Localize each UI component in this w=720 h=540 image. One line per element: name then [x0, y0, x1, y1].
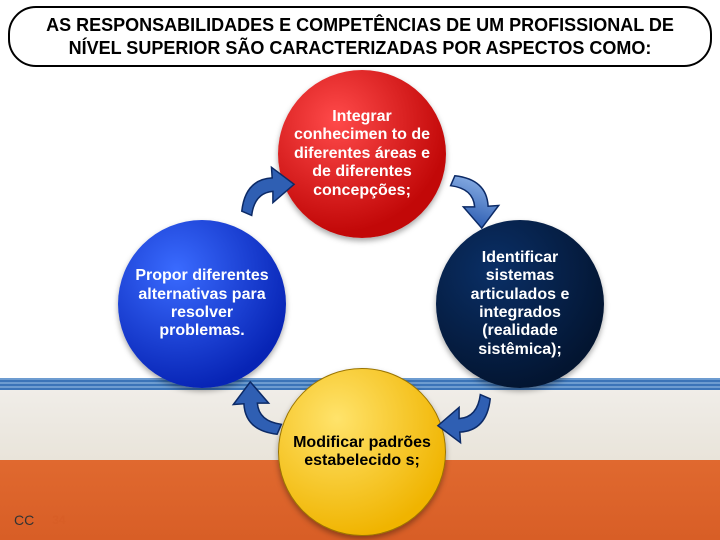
- circle-top-text: Integrar conhecimen to de diferentes áre…: [288, 108, 436, 200]
- footer-page: 34: [52, 513, 65, 527]
- arrow-bottom-left: [228, 378, 298, 448]
- circle-left-text: Propor diferentes alternativas para reso…: [128, 267, 276, 341]
- circle-right: Identificar sistemas articulados e integ…: [436, 220, 604, 388]
- arrow-left-top: [228, 162, 298, 232]
- circle-bottom-text: Modificar padrões estabelecido s;: [289, 434, 435, 471]
- footer-cc: CC: [14, 512, 34, 528]
- footer: CC 34: [14, 512, 66, 528]
- circle-right-text: Identificar sistemas articulados e integ…: [446, 249, 594, 359]
- arrow-right-bottom: [434, 378, 504, 448]
- cycle-diagram: Integrar conhecimen to de diferentes áre…: [0, 70, 720, 540]
- circle-bottom: Modificar padrões estabelecido s;: [278, 368, 446, 536]
- arrow-top-right: [434, 162, 504, 232]
- page-title: AS RESPONSABILIDADES E COMPETÊNCIAS DE U…: [8, 6, 712, 67]
- circle-top: Integrar conhecimen to de diferentes áre…: [278, 70, 446, 238]
- slide: AS RESPONSABILIDADES E COMPETÊNCIAS DE U…: [0, 0, 720, 540]
